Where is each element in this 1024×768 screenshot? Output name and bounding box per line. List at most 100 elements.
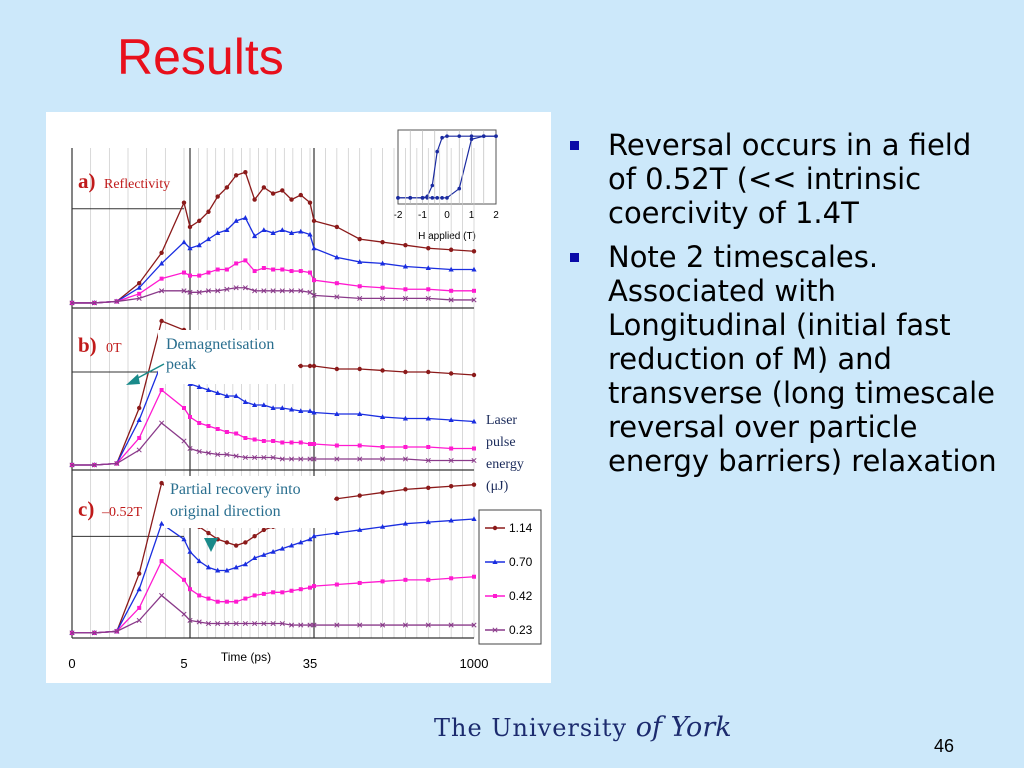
data-point — [270, 620, 276, 627]
hysteresis-point — [440, 196, 444, 200]
series-line-a-0.70 — [72, 217, 474, 304]
data-point — [91, 462, 97, 468]
data-point — [270, 288, 276, 294]
hysteresis-point — [494, 134, 498, 138]
data-point — [224, 567, 230, 573]
data-point — [493, 594, 497, 598]
data-point — [233, 620, 239, 627]
data-point — [426, 246, 431, 251]
data-point — [380, 295, 386, 301]
data-point — [279, 545, 285, 551]
data-point — [298, 440, 303, 445]
data-point — [233, 173, 239, 178]
data-point — [288, 288, 295, 294]
data-point — [233, 393, 239, 398]
data-point — [137, 571, 142, 576]
data-point — [114, 460, 120, 467]
data-point — [136, 295, 142, 301]
data-point — [402, 295, 408, 301]
data-point — [289, 269, 294, 274]
legend-entry-label: 0.42 — [509, 589, 533, 603]
data-point — [288, 542, 295, 548]
data-point — [181, 200, 187, 205]
data-point — [449, 576, 454, 581]
data-point — [136, 284, 142, 290]
data-point — [471, 418, 477, 424]
data-point — [334, 281, 339, 286]
data-point — [224, 185, 230, 190]
data-point — [261, 266, 266, 270]
data-point — [448, 297, 454, 303]
data-point — [311, 218, 317, 224]
data-point — [307, 622, 313, 628]
data-point — [137, 281, 142, 286]
data-point — [206, 424, 211, 428]
data-point — [252, 555, 258, 560]
data-point — [159, 388, 164, 392]
data-point — [380, 456, 386, 462]
data-point — [357, 527, 363, 532]
data-point — [159, 276, 164, 281]
bullet-item: Note 2 timescales. Associated with Longi… — [568, 240, 1008, 478]
hysteresis-x-label: H applied (T) — [418, 231, 476, 242]
data-point — [261, 439, 266, 443]
hysteresis-point — [430, 196, 435, 200]
data-point — [380, 579, 385, 584]
data-point — [279, 620, 285, 627]
data-point — [402, 520, 409, 526]
data-point — [298, 456, 304, 462]
data-point — [307, 408, 313, 413]
data-point — [242, 215, 248, 220]
data-point — [159, 250, 164, 255]
legend-entry-label: 0.23 — [509, 623, 533, 637]
data-point — [289, 440, 294, 445]
legend-title-line2: pulse — [486, 435, 516, 450]
data-point — [357, 411, 363, 416]
data-point — [224, 540, 230, 545]
university-logo: The University of York — [434, 712, 732, 743]
data-point — [357, 456, 363, 462]
square-bullet-icon — [570, 253, 579, 262]
demag-annotation-line1: Demagnetisation — [166, 336, 274, 353]
data-point — [403, 577, 408, 582]
data-point — [69, 630, 75, 636]
data-point — [215, 267, 220, 272]
hysteresis-point — [408, 196, 413, 200]
hysteresis-point — [440, 135, 444, 140]
data-point — [311, 363, 317, 369]
data-point — [182, 406, 186, 410]
data-point — [261, 552, 267, 557]
data-point — [334, 411, 340, 416]
data-point — [298, 288, 304, 294]
data-point — [205, 288, 212, 294]
data-point — [334, 622, 340, 628]
data-point — [205, 450, 212, 456]
data-point — [252, 593, 257, 598]
data-point — [357, 622, 363, 628]
hysteresis-x-ticks: -2 -1 0 1 2 — [394, 210, 500, 221]
data-point — [357, 236, 362, 242]
data-point — [402, 415, 409, 421]
data-point — [242, 561, 248, 567]
data-point — [426, 485, 431, 490]
data-point — [243, 540, 248, 545]
data-point — [298, 192, 303, 198]
data-point — [472, 288, 476, 293]
data-point — [270, 230, 276, 236]
data-point — [425, 519, 431, 525]
data-point — [159, 260, 165, 266]
data-point — [136, 586, 142, 592]
hysteresis-point — [457, 134, 462, 138]
data-point — [379, 524, 386, 529]
data-point — [182, 270, 186, 275]
data-point — [215, 451, 221, 458]
data-point — [289, 588, 294, 593]
data-point — [215, 390, 221, 395]
hysteresis-tick-label: -1 — [418, 210, 427, 221]
data-point — [471, 372, 477, 378]
data-point — [233, 543, 239, 548]
hysteresis-loop — [396, 134, 498, 200]
data-point — [289, 197, 294, 202]
data-point — [449, 288, 454, 293]
data-point — [403, 445, 408, 449]
